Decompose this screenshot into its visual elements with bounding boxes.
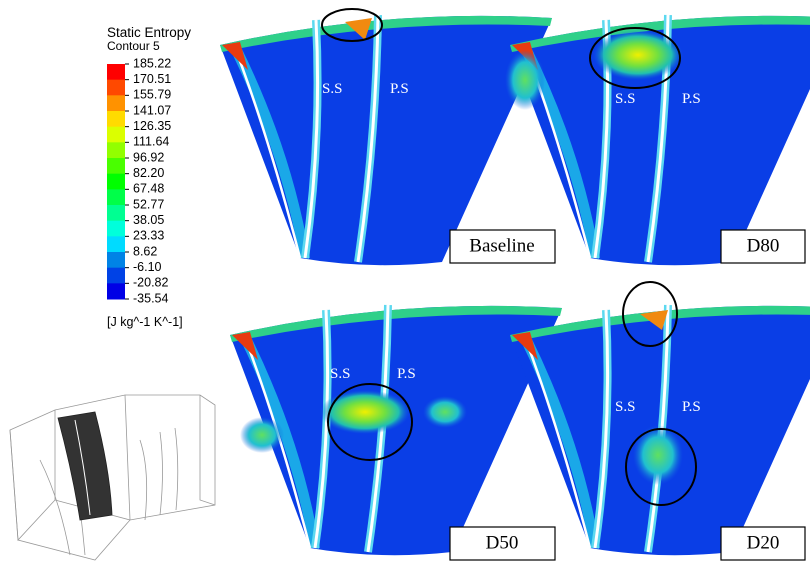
color-band [107,252,125,269]
panel-label: D80 [747,235,780,256]
panel-d80 [505,15,810,265]
tick-label: 170.51 [133,72,171,86]
suction-side-label: S.S [322,81,342,97]
color-band [107,142,125,159]
tick-label: 52.77 [133,197,164,211]
color-band [107,173,125,190]
tick-label: 126.35 [133,119,171,133]
tick-label: -20.82 [133,276,168,290]
color-band [107,111,125,128]
color-band [107,158,125,175]
tick-label: 82.20 [133,166,164,180]
colorbar: Static Entropy Contour 5 185.22 170.51 155… [107,25,191,329]
suction-side-label: S.S [330,366,350,382]
tick-label: 67.48 [133,182,164,196]
panel-labels [449,229,806,561]
legend-title: Static Entropy [107,25,191,40]
tick-label: 38.05 [133,213,164,227]
color-band [107,79,125,96]
color-band [107,220,125,237]
suction-side-label: S.S [615,91,635,107]
tick-label: 23.33 [133,229,164,243]
color-band [107,64,125,81]
side-labels: S.S P.S S.S P.S S.S P.S S.S P.S [322,81,701,415]
pressure-side-label: P.S [682,399,701,415]
panel-d50 [230,305,562,555]
pressure-side-label: P.S [682,91,701,107]
tick-label: 8.62 [133,244,157,258]
panel-d20 [510,281,810,555]
color-band [107,95,125,112]
color-band [107,236,125,253]
color-band [107,267,125,284]
pressure-side-label: P.S [390,81,409,97]
color-band [107,205,125,222]
panel-label: Baseline [469,235,534,256]
tick-label: 185.22 [133,56,171,70]
color-band [107,126,125,143]
tick-label: 141.07 [133,103,171,117]
tick-label: 96.92 [133,150,164,164]
tick-label: 111.64 [133,135,169,149]
pressure-side-label: P.S [397,366,416,382]
legend-unit: [J kg^-1 K^-1] [107,315,183,329]
color-bands [107,64,125,300]
tick-label: 155.79 [133,88,171,102]
panel-label: D50 [486,532,519,553]
tick-label: -35.54 [133,291,168,305]
color-band [107,189,125,206]
suction-side-label: S.S [615,399,635,415]
tick-label: -6.10 [133,260,162,274]
legend-subtitle: Contour 5 [107,39,160,53]
color-band [107,283,125,300]
panel-label: D20 [747,532,780,553]
panel-baseline [220,8,552,265]
domain-sketch [9,394,216,561]
